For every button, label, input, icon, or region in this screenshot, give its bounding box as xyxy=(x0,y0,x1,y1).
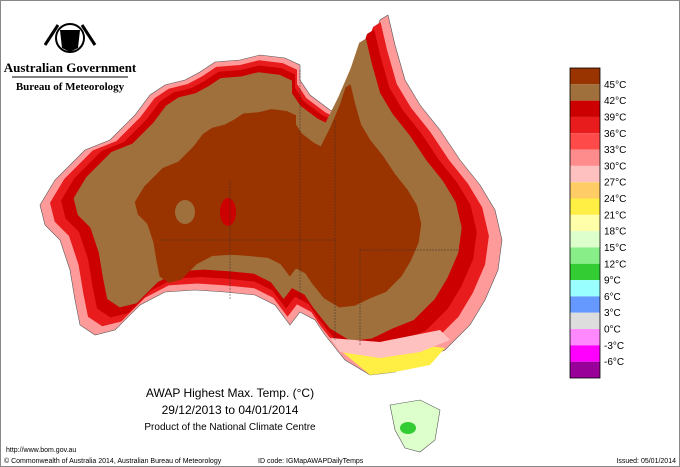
legend-label: 33°C xyxy=(604,145,626,156)
australia-map xyxy=(39,14,503,453)
legend-label: 45°C xyxy=(604,80,626,91)
legend-label: 18°C xyxy=(604,227,626,238)
legend-label: 42°C xyxy=(604,96,626,107)
legend-label: 27°C xyxy=(604,178,626,189)
legend-label: 39°C xyxy=(604,112,626,123)
legend-swatch xyxy=(570,247,600,264)
legend-swatch xyxy=(570,312,600,330)
legend-swatch xyxy=(570,84,600,101)
government-name: Australian Government xyxy=(4,60,137,75)
legend-swatch xyxy=(570,198,600,215)
id-code: ID code: IGMapAWAPDailyTemps xyxy=(258,458,364,465)
legend-label: 12°C xyxy=(604,259,626,270)
legend-label: 6°C xyxy=(604,292,621,303)
legend-label: -6°C xyxy=(604,357,624,368)
legend-label: -3°C xyxy=(604,341,624,352)
legend-swatch xyxy=(570,263,600,281)
legend-swatch xyxy=(570,149,600,166)
legend-swatch xyxy=(570,133,600,150)
url: http://www.bom.gov.au xyxy=(6,447,76,454)
legend-label: 0°C xyxy=(604,325,621,336)
legend-label: 30°C xyxy=(604,161,626,172)
legend-swatch xyxy=(570,280,600,297)
legend-label: 15°C xyxy=(604,243,626,254)
legend-swatch xyxy=(570,182,600,199)
product-note: Product of the National Climate Centre xyxy=(144,422,316,433)
legend-border xyxy=(569,67,601,379)
legend-label: 3°C xyxy=(604,308,621,319)
legend-label: 9°C xyxy=(604,276,621,287)
legend-label: 36°C xyxy=(604,129,626,140)
legend-swatch xyxy=(570,231,600,248)
crest xyxy=(43,23,97,53)
date-range: 29/12/2013 to 04/01/2014 xyxy=(162,403,299,417)
legend-label: 24°C xyxy=(604,194,626,205)
legend-swatch xyxy=(570,329,600,346)
issued-date: Issued: 05/01/2014 xyxy=(616,458,676,465)
legend: 45°C 42°C 39°C 36°C 33°C 30°C 27°C 24°C 21°C 18°C… xyxy=(569,67,626,379)
legend-label: 21°C xyxy=(604,210,626,221)
legend-swatch xyxy=(570,68,600,85)
legend-swatch xyxy=(570,345,600,362)
copyright: © Commonwealth of Australia 2014, Austra… xyxy=(4,457,222,465)
legend-swatch xyxy=(570,116,600,134)
legend-swatch xyxy=(570,214,600,232)
legend-swatch xyxy=(570,361,600,378)
legend-swatch xyxy=(570,296,600,313)
legend-swatch xyxy=(570,165,600,183)
legend-swatch xyxy=(570,100,600,117)
map-title: AWAP Highest Max. Temp. (°C) xyxy=(146,386,314,400)
bureau-name: Bureau of Meteorology xyxy=(16,81,125,93)
